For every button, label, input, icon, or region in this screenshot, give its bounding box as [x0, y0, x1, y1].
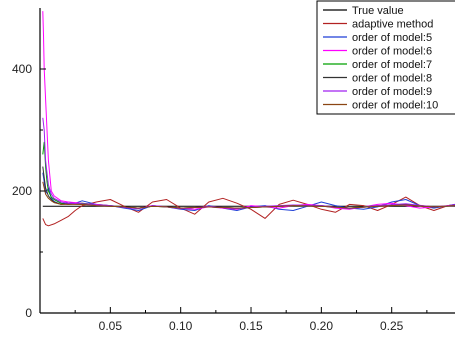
legend-label: order of model:5: [352, 32, 432, 44]
x-tick-label: 0.15: [239, 319, 263, 333]
x-tick-label: 0.05: [99, 319, 123, 333]
legend-label: adaptive method: [352, 19, 433, 31]
x-tick-label: 0.25: [380, 319, 404, 333]
series-line-1: [42, 196, 455, 227]
y-tick-label: 200: [12, 184, 32, 198]
legend-label: order of model:10: [352, 100, 438, 112]
x-tick-label: 0.10: [169, 319, 193, 333]
legend-box: [316, 0, 455, 115]
axes-layer: 0.05 0.10 0.15 0.20 0.25 0 200 400: [12, 8, 455, 333]
y-tick-label: 0: [25, 306, 32, 320]
series-line-7: [42, 181, 455, 209]
series-line-3: [42, 11, 455, 210]
legend-label: True value: [352, 5, 404, 17]
legend-label: order of model:7: [352, 59, 432, 71]
x-tick-label: 0.20: [310, 319, 334, 333]
series-line-4: [42, 141, 455, 209]
series-layer: [42, 11, 455, 227]
series-line-6: [42, 117, 455, 210]
legend-label: order of model:6: [352, 46, 432, 58]
legend-label: order of model:8: [352, 73, 432, 85]
legend-label: order of model:9: [352, 86, 432, 98]
y-tick-label: 400: [12, 62, 32, 76]
